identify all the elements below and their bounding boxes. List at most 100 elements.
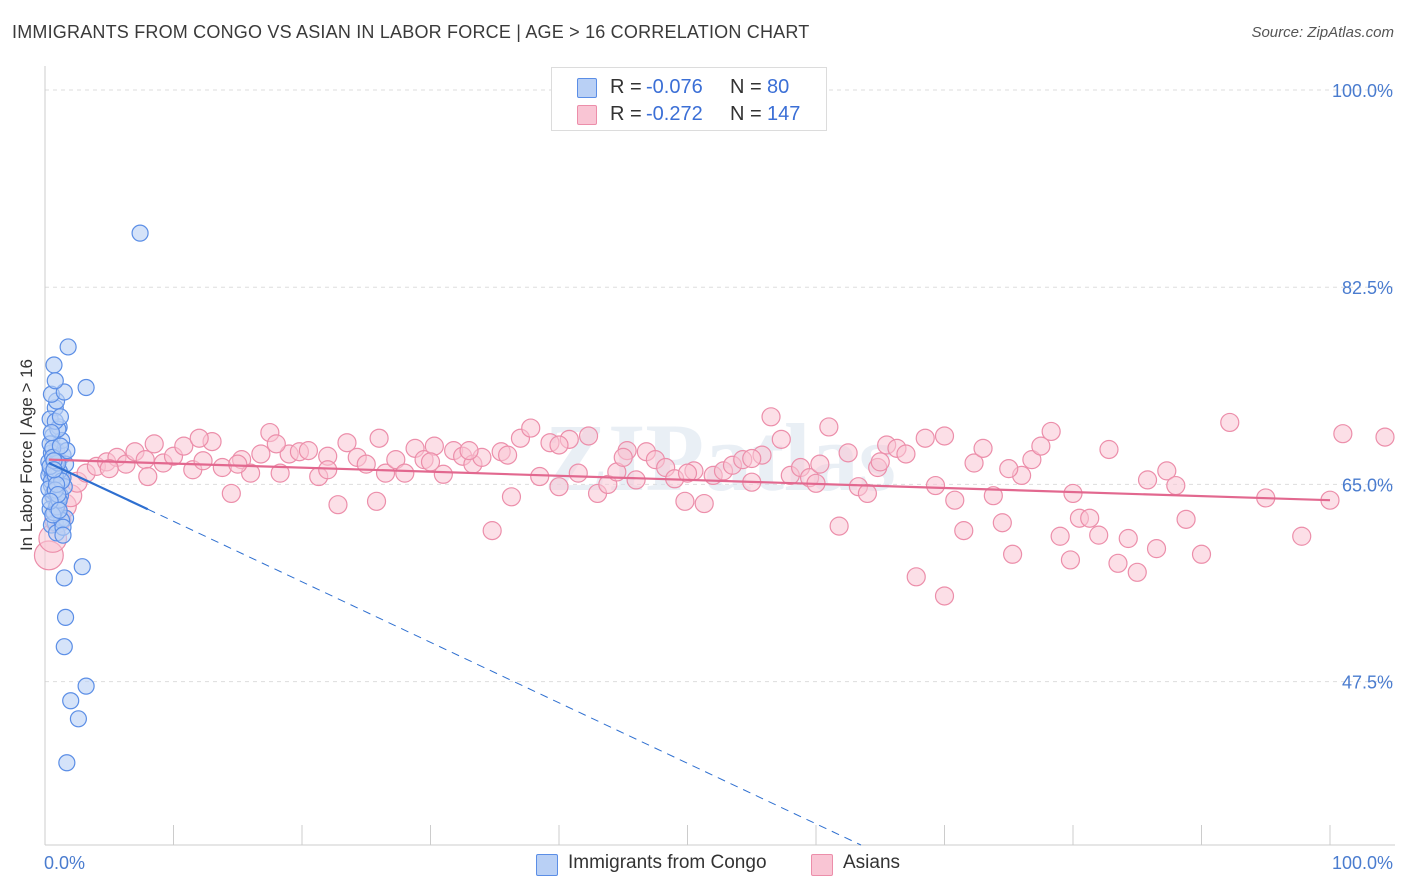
congo-point [42, 423, 61, 442]
asian-point [1003, 544, 1023, 564]
congo-legend-swatch [536, 854, 558, 876]
congo-point [50, 501, 68, 519]
asian-trend-line [48, 458, 1331, 502]
asian-point [1031, 436, 1051, 456]
asian-point [1022, 450, 1042, 470]
y-tick-label-1: 82.5% [1342, 278, 1393, 298]
asian-point [1060, 550, 1081, 570]
asian-point [1118, 528, 1138, 549]
asian-point [934, 586, 955, 606]
asian-point [1146, 539, 1167, 559]
y-axis-label: In Labor Force | Age > 16 [17, 358, 36, 552]
asian-point [270, 463, 290, 483]
asian-point [1127, 562, 1147, 582]
legend-row-congo: R = -0.076 N = 80 [552, 74, 826, 100]
asian-point [906, 567, 926, 587]
asian-point [870, 452, 890, 472]
congo-point [54, 526, 72, 544]
asian-point [521, 418, 541, 438]
legend-row-asian: R = -0.272 N = 147 [552, 101, 826, 127]
asian-point [138, 466, 158, 487]
asian-point [1292, 526, 1312, 546]
asian-point [1166, 475, 1186, 496]
n-label: N = [730, 76, 762, 98]
asian-point [999, 459, 1019, 479]
congo-trend-line [48, 462, 149, 511]
asian-point [1157, 461, 1177, 481]
congo-point [77, 378, 95, 397]
congo-trend-extension [147, 508, 862, 846]
congo-point [51, 437, 70, 455]
asian-point [424, 436, 444, 456]
asian-point [578, 426, 599, 446]
asian-point [144, 434, 164, 454]
n-value: 80 [767, 76, 790, 98]
congo-point [45, 461, 63, 479]
asian-point [1191, 544, 1212, 564]
asian-point [626, 470, 646, 490]
asian-point [369, 428, 389, 448]
x-tick-labels: 0.0% 100.0% [44, 853, 1393, 873]
asian-point [1220, 412, 1240, 433]
asian-point [549, 477, 569, 497]
congo-point [59, 338, 77, 356]
congo-legend-label: Immigrants from Congo [568, 852, 767, 873]
n-label: N = [730, 103, 762, 125]
asian-point [896, 444, 916, 464]
y-tick-labels: 100.0% 82.5% 65.0% 47.5% [1332, 81, 1393, 693]
asian-point [613, 447, 633, 467]
congo-point [77, 677, 95, 695]
asian-point [742, 448, 762, 469]
n-value: 147 [767, 103, 801, 125]
asian-point [1080, 508, 1100, 528]
congo-point [51, 408, 70, 426]
source-label: Source: ZipAtlas.com [1251, 24, 1394, 41]
congo-swatch [577, 78, 597, 98]
correlation-legend: R = -0.076 N = 80 R = -0.272 N = 147 [551, 67, 827, 131]
asian-legend-label: Asians [843, 852, 901, 873]
congo-point [55, 638, 73, 656]
asian-point [1063, 483, 1083, 504]
asian-point [915, 428, 935, 448]
asian-point [1108, 553, 1128, 573]
y-tick-label-0: 100.0% [1332, 81, 1393, 101]
asian-point [549, 435, 569, 455]
congo-point [55, 383, 73, 401]
congo-point [69, 710, 88, 728]
asian-point [568, 463, 588, 483]
trend-lines [48, 458, 1331, 846]
asian-point [992, 513, 1012, 533]
asian-point [318, 460, 338, 480]
asian-point [501, 487, 522, 507]
y-tick-label-2: 65.0% [1342, 475, 1393, 495]
asian-point [694, 493, 714, 514]
congo-point [58, 754, 76, 772]
asian-point [829, 516, 849, 536]
asian-point [298, 441, 319, 461]
asian-point [761, 407, 781, 427]
asian-point [838, 443, 858, 463]
asian-point [964, 453, 984, 473]
asian-legend-swatch [811, 854, 833, 876]
r-value: -0.272 [646, 103, 703, 125]
asian-point [189, 428, 209, 448]
asian-point [1050, 526, 1070, 546]
asian-point [925, 475, 946, 496]
asian-point [135, 450, 155, 470]
asian-point [530, 466, 550, 487]
congo-point [56, 608, 75, 626]
asian-point [498, 445, 518, 465]
asian-point [337, 433, 357, 453]
asian-point [810, 454, 830, 474]
x-tick-label-min: 0.0% [44, 853, 85, 873]
chart-title: IMMIGRANTS FROM CONGO VS ASIAN IN LABOR … [12, 22, 810, 42]
grid-lines [45, 89, 1395, 683]
asian-point [375, 463, 396, 483]
congo-points [40, 224, 149, 772]
congo-point [73, 558, 91, 576]
r-value: -0.076 [646, 76, 703, 98]
asian-point [174, 436, 194, 456]
asian-point [1333, 424, 1353, 444]
congo-point [46, 372, 64, 390]
asian-point [675, 491, 695, 511]
